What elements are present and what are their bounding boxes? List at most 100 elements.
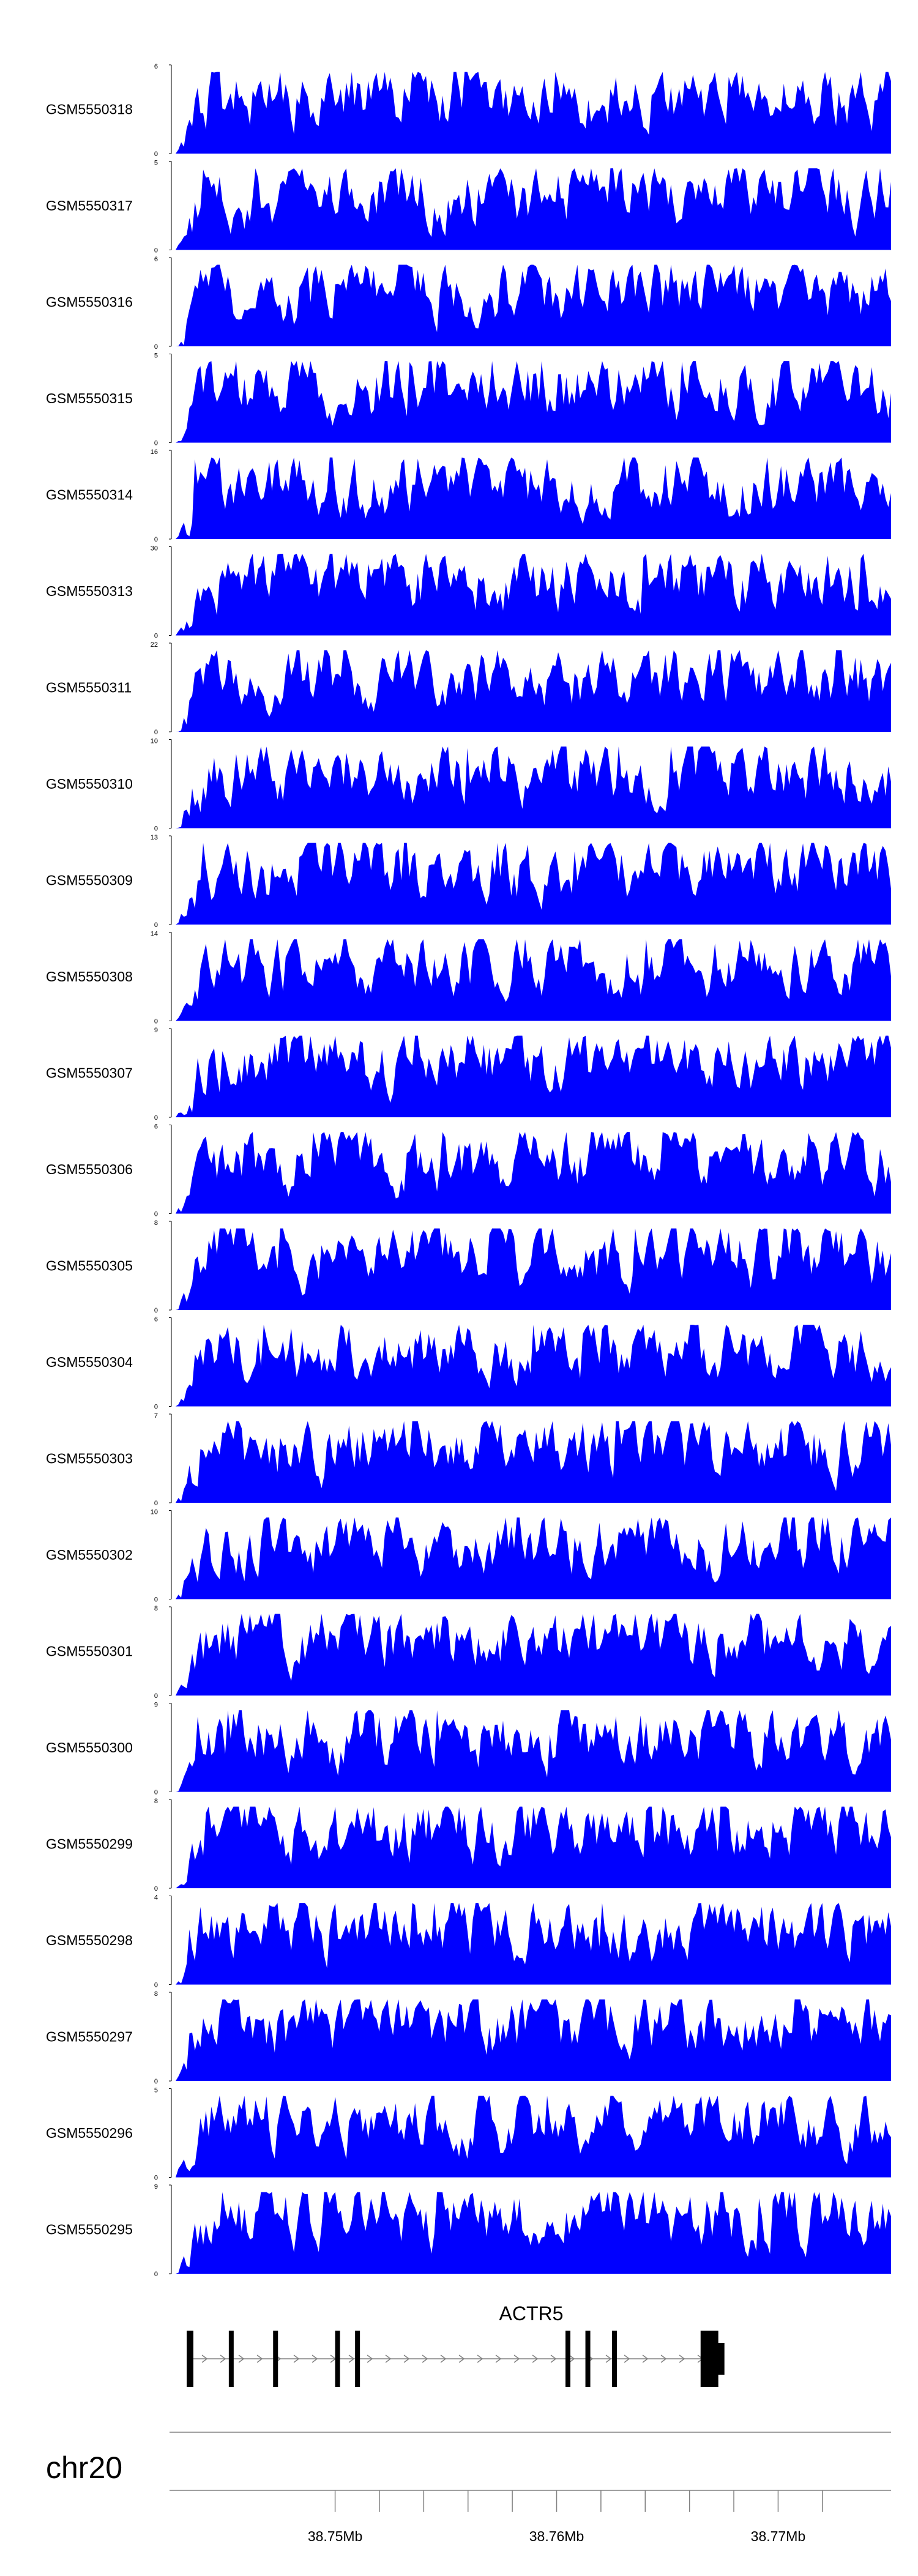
y-max-label: 10 — [151, 1509, 158, 1516]
track-label: GSM5550308 — [46, 969, 133, 985]
coverage-area — [176, 1999, 891, 2081]
chromosome-label: chr20 — [46, 2451, 122, 2485]
y-max-label: 8 — [154, 1990, 158, 1998]
strand-arrow — [367, 2355, 373, 2363]
axis-tick-label: 38.77Mb — [751, 2528, 806, 2544]
strand-arrow — [532, 2355, 539, 2363]
strand-arrow — [293, 2355, 300, 2363]
coverage-area — [176, 554, 891, 636]
strand-arrow — [238, 2355, 245, 2363]
y-max-label: 13 — [151, 834, 158, 841]
y-min-label: 0 — [154, 921, 158, 929]
y-min-label: 0 — [154, 1596, 158, 1604]
strand-arrow — [550, 2355, 557, 2363]
track-label: GSM5550295 — [46, 2222, 133, 2238]
strand-arrow — [513, 2355, 520, 2363]
track-label: GSM5550311 — [46, 680, 132, 696]
coverage-area — [176, 2096, 891, 2178]
y-min-label: 0 — [154, 1307, 158, 1314]
coverage-area — [176, 1614, 891, 1696]
y-max-label: 16 — [151, 449, 158, 456]
exon — [565, 2331, 570, 2387]
track-label: GSM5550307 — [46, 1065, 133, 1081]
y-max-label: 6 — [154, 256, 158, 263]
coverage-area — [176, 168, 891, 250]
y-min-label: 0 — [154, 440, 158, 447]
y-min-label: 0 — [154, 1211, 158, 1218]
track-GSM5550303: GSM5550303 7 0 — [46, 1412, 891, 1507]
coverage-area — [176, 361, 891, 443]
y-max-label: 5 — [154, 160, 158, 167]
y-min-label: 0 — [154, 151, 158, 158]
strand-arrow — [312, 2355, 318, 2363]
exon — [335, 2331, 340, 2387]
track-label: GSM5550305 — [46, 1258, 133, 1274]
track-label: GSM5550303 — [46, 1451, 133, 1467]
y-max-label: 9 — [154, 1027, 158, 1034]
exon — [228, 2331, 234, 2387]
track-GSM5550313: GSM5550313 30 0 — [46, 545, 891, 640]
track-GSM5550306: GSM5550306 6 0 — [46, 1123, 891, 1218]
genome-axis-track: chr20 38.75Mb 38.76Mb 38.77Mb — [46, 2432, 891, 2544]
coverage-area — [176, 1517, 891, 1599]
y-max-label: 6 — [154, 1123, 158, 1131]
y-max-label: 8 — [154, 1605, 158, 1612]
track-label: GSM5550299 — [46, 1836, 133, 1852]
y-min-label: 0 — [154, 536, 158, 543]
y-min-label: 0 — [154, 343, 158, 351]
coverage-area — [176, 1710, 891, 1792]
y-max-label: 22 — [151, 641, 158, 649]
y-max-label: 30 — [151, 545, 158, 553]
track-GSM5550304: GSM5550304 6 0 — [46, 1316, 891, 1411]
coverage-area — [176, 650, 891, 732]
track-GSM5550295: GSM5550295 9 0 — [46, 2183, 891, 2278]
y-min-label: 0 — [154, 2078, 158, 2085]
track-GSM5550305: GSM5550305 8 0 — [46, 1219, 891, 1314]
track-GSM5550311: GSM5550311 22 0 — [46, 641, 891, 736]
coverage-area — [176, 843, 891, 925]
y-max-label: 4 — [154, 1894, 158, 1902]
y-min-label: 0 — [154, 633, 158, 640]
y-min-label: 0 — [154, 1404, 158, 1411]
strand-arrow — [422, 2355, 428, 2363]
track-GSM5550302: GSM5550302 10 0 — [46, 1509, 891, 1604]
track-GSM5550299: GSM5550299 8 0 — [46, 1798, 891, 1893]
track-GSM5550308: GSM5550308 14 0 — [46, 931, 891, 1026]
track-GSM5550298: GSM5550298 4 0 — [46, 1894, 891, 1989]
exon — [611, 2331, 617, 2387]
coverage-area — [176, 1903, 891, 1985]
coverage-area — [176, 2192, 891, 2274]
exon — [273, 2331, 278, 2387]
track-label: GSM5550318 — [46, 102, 133, 117]
coverage-area — [176, 1132, 891, 1214]
coverage-area — [176, 1325, 891, 1407]
exon — [187, 2331, 193, 2387]
y-min-label: 0 — [154, 729, 158, 736]
strand-arrow — [440, 2355, 447, 2363]
track-GSM5550317: GSM5550317 5 0 — [46, 160, 891, 255]
y-max-label: 7 — [154, 1412, 158, 1420]
y-max-label: 5 — [154, 352, 158, 360]
strand-arrow — [660, 2355, 667, 2363]
coverage-area — [176, 1035, 891, 1117]
track-label: GSM5550304 — [46, 1354, 133, 1370]
track-label: GSM5550297 — [46, 2029, 133, 2045]
track-label: GSM5550302 — [46, 1547, 133, 1563]
track-GSM5550309: GSM5550309 13 0 — [46, 834, 891, 929]
track-label: GSM5550306 — [46, 1161, 133, 1177]
strand-arrow — [642, 2355, 649, 2363]
track-label: GSM5550296 — [46, 2125, 133, 2141]
y-max-label: 6 — [154, 1316, 158, 1323]
track-label: GSM5550300 — [46, 1740, 133, 1755]
exon-utr — [706, 2343, 725, 2375]
y-min-label: 0 — [154, 1982, 158, 1989]
track-label: GSM5550314 — [46, 487, 133, 503]
coverage-area — [176, 264, 891, 346]
track-label: GSM5550315 — [46, 390, 133, 406]
coverage-area — [176, 457, 891, 539]
strand-arrow — [256, 2355, 263, 2363]
gene-name-label: ACTR5 — [499, 2302, 564, 2325]
strand-arrow — [495, 2355, 502, 2363]
y-max-label: 5 — [154, 2087, 158, 2094]
track-label: GSM5550317 — [46, 198, 133, 214]
